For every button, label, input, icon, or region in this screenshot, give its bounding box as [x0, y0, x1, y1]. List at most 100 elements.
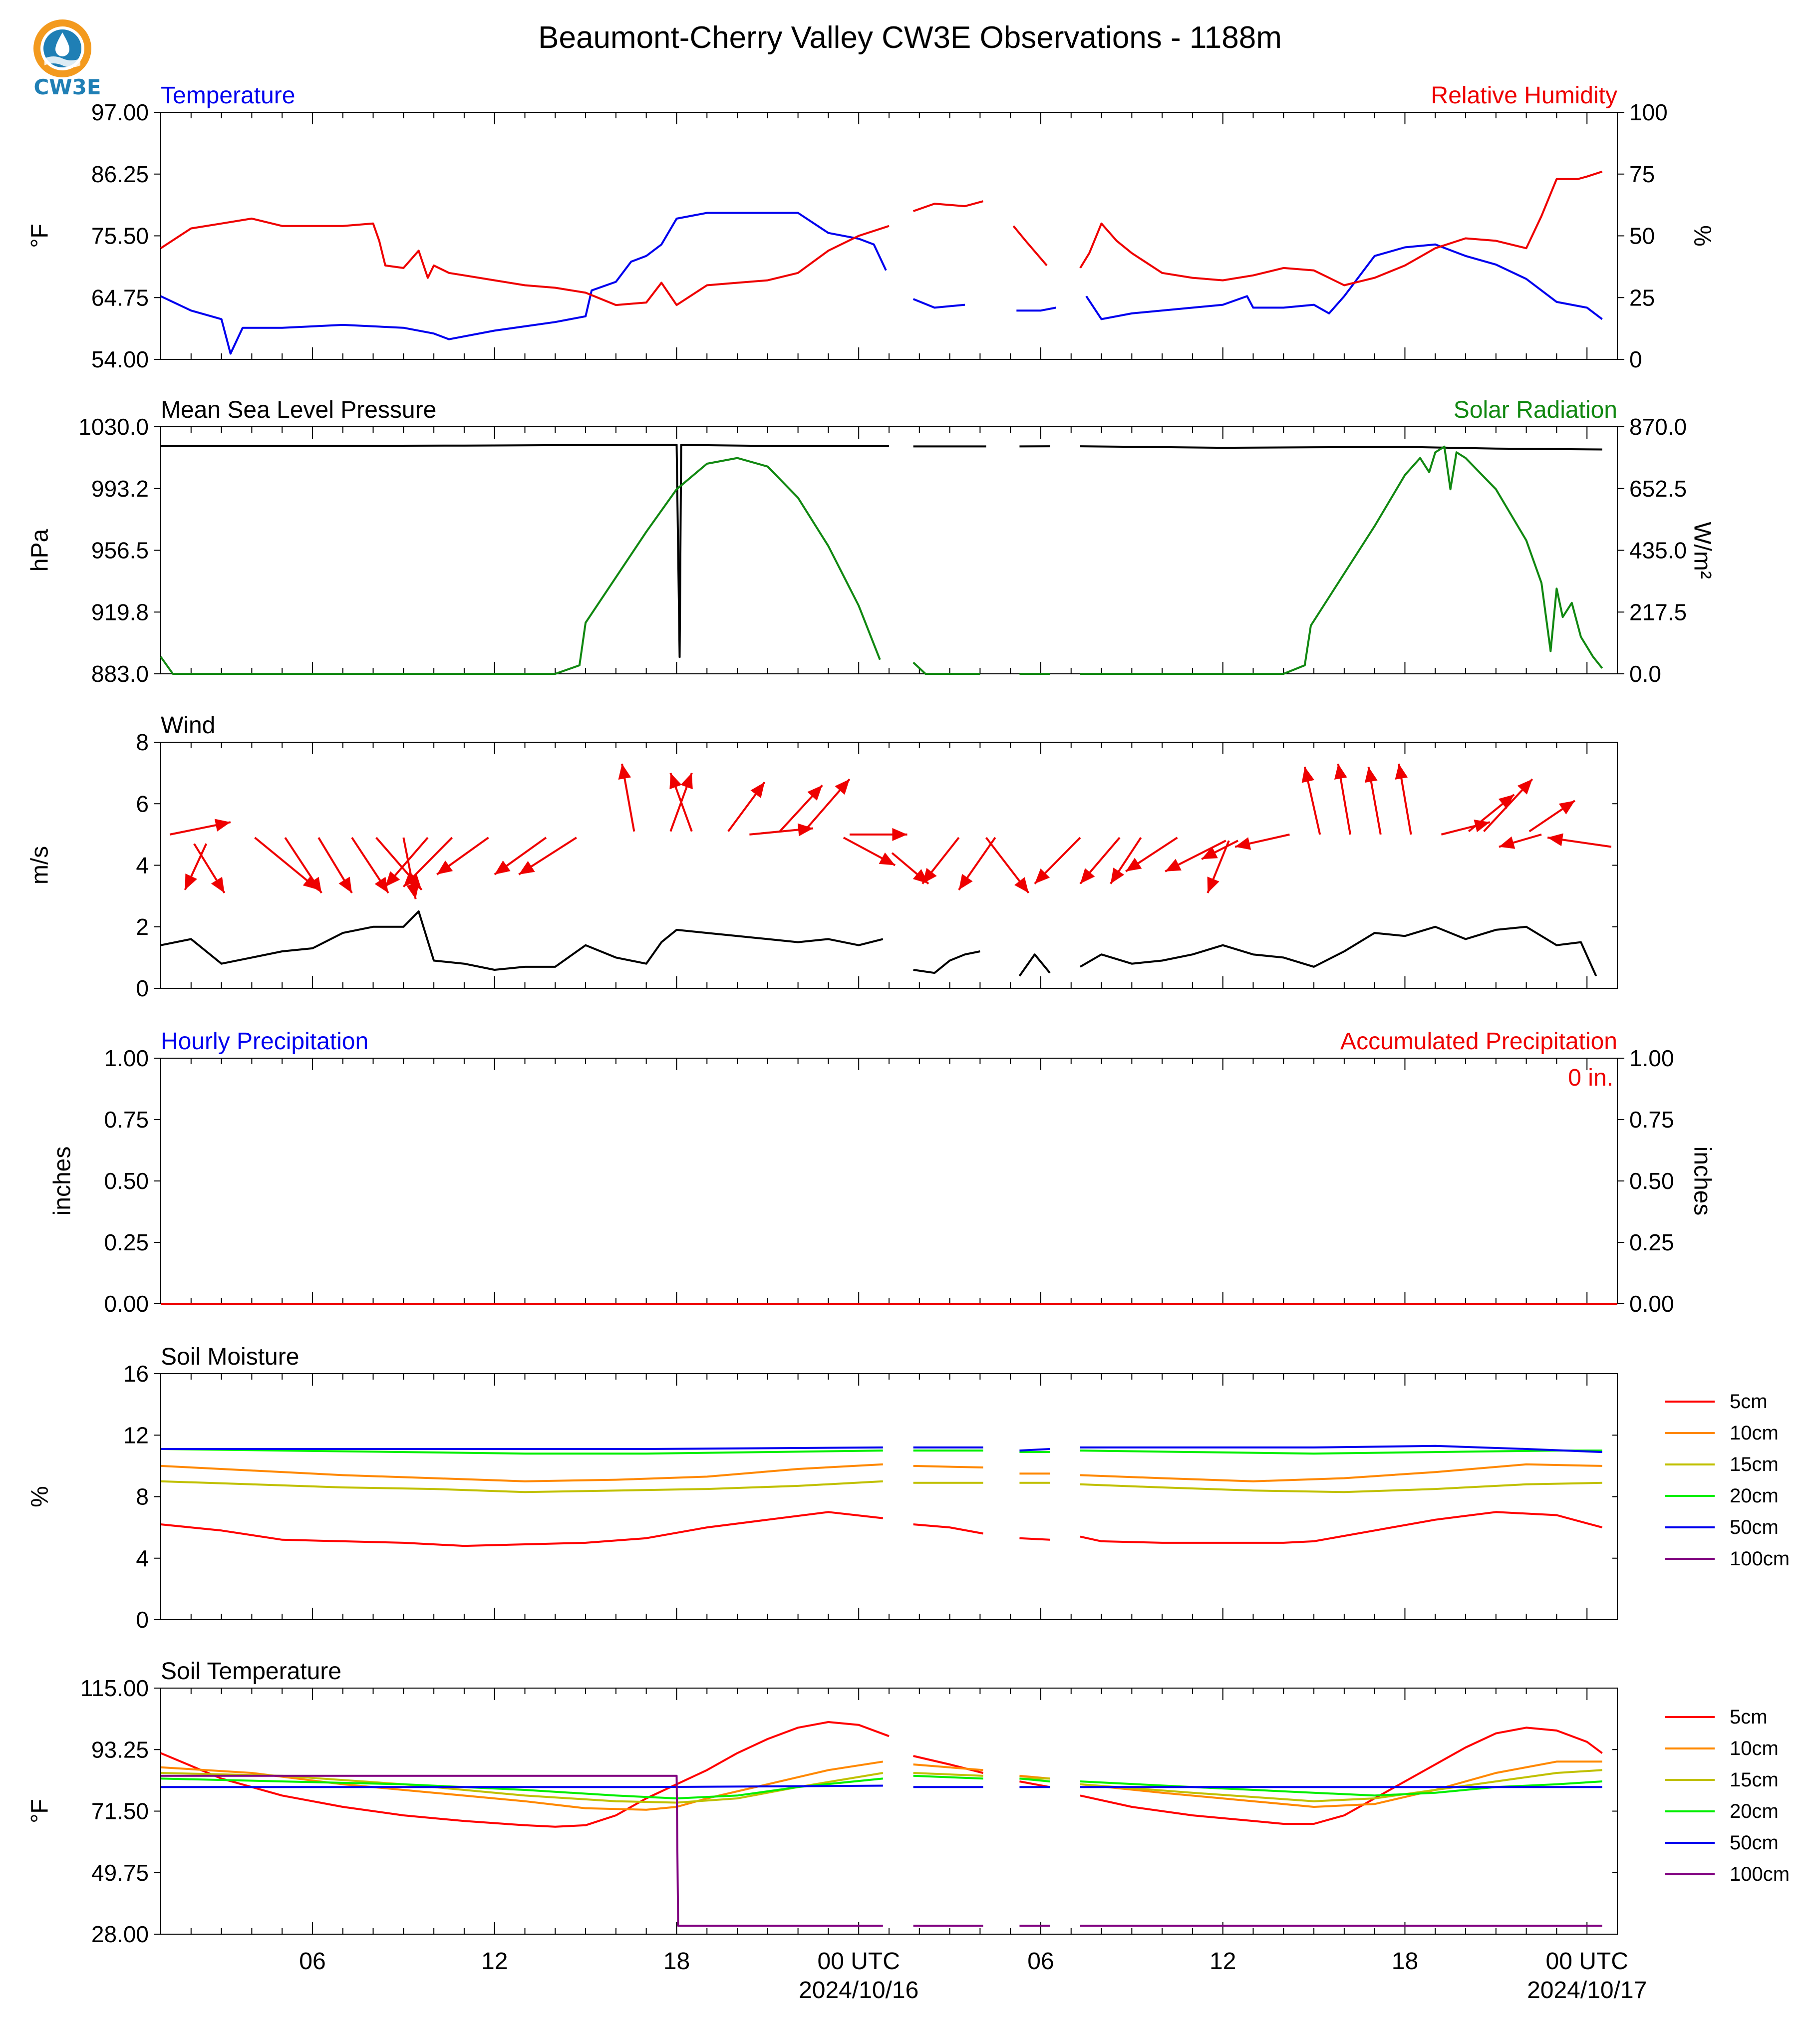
- panel-5-ytick-label: 4: [136, 1545, 149, 1571]
- panel-3-ytick-label: 6: [136, 791, 149, 817]
- wind-arrow-head: [958, 873, 973, 890]
- panel-2-ytick-label: 883.0: [91, 661, 149, 687]
- wind-arrow-head: [618, 764, 631, 780]
- panel-1-ytick-right-label: 25: [1629, 285, 1655, 310]
- panel-3-ytick-label: 4: [136, 853, 149, 878]
- panel-5-ytick-label: 0: [136, 1607, 149, 1633]
- panel-1-left-title: Temperature: [161, 82, 295, 109]
- panel-2-ylabel: hPa: [27, 529, 53, 572]
- panel-3-ylabel: m/s: [27, 846, 53, 884]
- wind-arrow-head: [750, 782, 765, 798]
- wind-arrow: [1125, 837, 1178, 872]
- panel-3-left-title: Wind: [161, 712, 215, 739]
- wind-arrow: [1395, 763, 1412, 835]
- panel-2-series-1-line: [160, 445, 1603, 675]
- panel-5-series-50cm-line: [161, 1445, 1602, 1453]
- panel-2-ytick-right-label: 217.5: [1629, 599, 1687, 625]
- panel-5-legend-label: 5cm: [1730, 1391, 1768, 1413]
- wind-arrow-head: [1014, 877, 1029, 893]
- panel-4-ylabel: inches: [49, 1147, 76, 1216]
- wind-arrow-head: [214, 819, 231, 832]
- wind-arrow-head: [1165, 859, 1182, 871]
- panel-1-ytick-label: 54.00: [91, 346, 149, 372]
- wind-arrow-head: [1517, 779, 1532, 795]
- wind-arrow: [1365, 766, 1382, 835]
- panel-3-ytick-label: 0: [136, 975, 149, 1001]
- wind-arrow-head: [374, 876, 388, 893]
- panel-4-ytick-label: 0.25: [104, 1229, 149, 1255]
- panel-5-legend-label: 10cm: [1730, 1422, 1779, 1444]
- wind-arrow: [518, 837, 577, 875]
- panel-5-ytick-label: 8: [136, 1484, 149, 1510]
- panel-6-left-title: Soil Temperature: [161, 1658, 341, 1685]
- wind-arrow: [193, 843, 226, 894]
- wind-arrow: [1483, 778, 1533, 833]
- wind-arrow: [284, 837, 322, 894]
- x-date-label: 2024/10/17: [1527, 1977, 1647, 2004]
- panel-2-ytick-right-label: 0.0: [1629, 661, 1661, 687]
- wind-arrow: [184, 843, 208, 890]
- panel-6-series-15cm-line: [160, 1769, 1602, 1804]
- wind-arrow-head: [1365, 767, 1378, 783]
- panel-5-legend-label: 15cm: [1730, 1453, 1779, 1475]
- wind-arrow: [985, 837, 1030, 894]
- panel-4-ytick-right-label: 0.75: [1629, 1107, 1674, 1133]
- x-tick-label: 00 UTC: [1546, 1948, 1628, 1975]
- panel-2-ylabel-right: W/m²: [1689, 522, 1716, 579]
- panel-5-series-20cm-line: [160, 1448, 1602, 1455]
- wind-arrow-head: [892, 828, 908, 841]
- wind-arrow: [1468, 794, 1515, 833]
- panel-6-ytick-label: 49.75: [91, 1860, 149, 1886]
- wind-arrow-head: [1202, 847, 1218, 860]
- panel-5-legend-label: 100cm: [1730, 1548, 1790, 1570]
- panel-6-ylabel: °F: [27, 1799, 53, 1823]
- wind-arrow: [1207, 840, 1230, 893]
- wind-arrow-head: [307, 876, 322, 893]
- wind-arrow-head: [494, 860, 511, 874]
- x-tick-label: 00 UTC: [818, 1948, 900, 1975]
- wind-arrow: [1528, 800, 1576, 833]
- panel-2-ytick-label: 993.2: [91, 476, 149, 502]
- wind-arrow-head: [1547, 833, 1563, 847]
- panel-5-series-15cm-line: [160, 1480, 1602, 1493]
- wind-arrow: [803, 778, 851, 833]
- wind-arrow-head: [519, 861, 535, 874]
- wind-arrow-head: [1235, 837, 1251, 850]
- wind-arrow: [1301, 766, 1321, 835]
- panel-4-ytick-label: 0.00: [104, 1291, 149, 1317]
- wind-arrow-head: [879, 852, 896, 866]
- wind-arrow-head: [211, 876, 225, 893]
- wind-arrow: [1110, 837, 1142, 884]
- panel-5-series-5cm-line: [160, 1511, 1603, 1547]
- panel-4-annotation: 0 in.: [1568, 1065, 1613, 1091]
- wind-arrow-head: [1207, 876, 1219, 893]
- wind-arrow: [402, 837, 419, 899]
- panel-5-legend-label: 50cm: [1730, 1516, 1779, 1538]
- panel-4-ytick-right-label: 0.25: [1629, 1229, 1674, 1255]
- panel-2-ytick-label: 1030.0: [78, 414, 149, 440]
- panel-5-ylabel: %: [27, 1486, 53, 1507]
- panel-1-ytick-label: 86.25: [91, 161, 149, 187]
- wind-arrow: [351, 837, 389, 894]
- wind-arrow-head: [1558, 801, 1575, 815]
- panel-2-right-title: Solar Radiation: [1454, 397, 1617, 423]
- panel-3-ytick-label: 8: [136, 729, 149, 755]
- panel-4-right-title: Accumulated Precipitation: [1340, 1028, 1617, 1055]
- panel-4-ytick-right-label: 0.50: [1629, 1168, 1674, 1194]
- panel-6-series-5cm-line: [160, 1721, 1603, 1828]
- panel-6-ytick-label: 93.25: [91, 1737, 149, 1762]
- wind-arrow: [921, 837, 960, 884]
- panel-6-ytick-label: 71.50: [91, 1798, 149, 1824]
- wind-arrow-head: [835, 779, 850, 795]
- wind-arrow-head: [1126, 858, 1142, 871]
- panel-2-frame: [160, 426, 1618, 674]
- panel-1-ytick-label: 97.00: [91, 99, 149, 125]
- wind-arrow: [669, 772, 693, 832]
- wind-arrow: [494, 837, 547, 875]
- panel-2-left-title: Mean Sea Level Pressure: [161, 397, 436, 423]
- wind-arrow: [1234, 833, 1290, 850]
- panel-4-ytick-label: 0.75: [104, 1107, 149, 1133]
- panel-6-series-10cm-line: [160, 1760, 1602, 1811]
